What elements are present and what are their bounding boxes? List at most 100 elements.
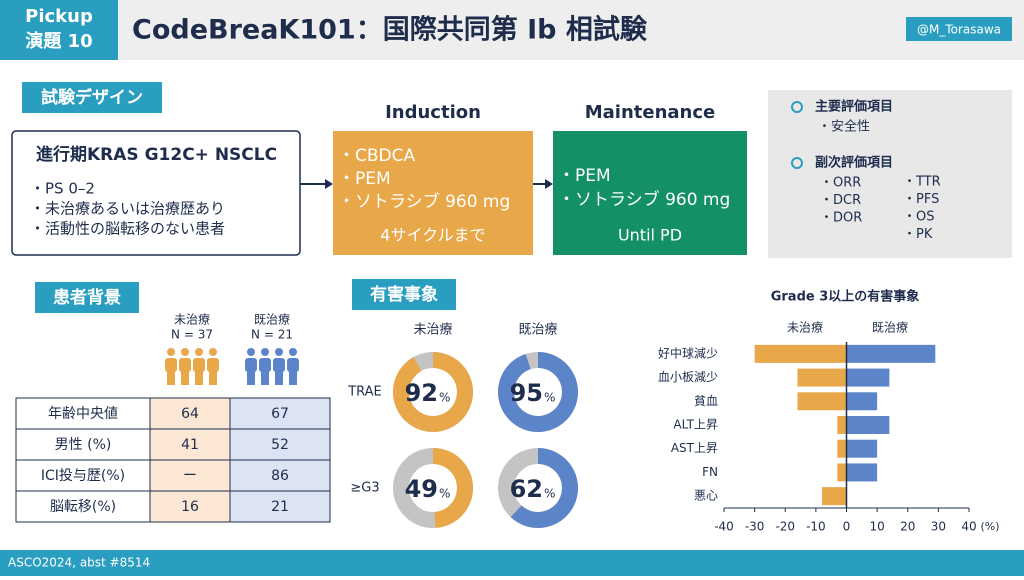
person-icon	[209, 371, 217, 385]
population-item: ・未治療あるいは治療歴あり	[30, 200, 225, 218]
person-icon	[247, 371, 255, 385]
person-icon	[193, 358, 205, 372]
person-icon	[181, 348, 189, 356]
person-icon	[195, 371, 203, 385]
donut-value: 92	[405, 379, 438, 407]
phase-heading: Induction	[385, 102, 481, 123]
legend-label: 未治療	[787, 321, 823, 335]
table-text: 52	[271, 437, 289, 453]
section-label-box	[22, 82, 162, 113]
group-n: N = 37	[171, 328, 213, 342]
person-icon	[245, 358, 257, 372]
regimen-item: ・ソトラシブ 960 mg	[338, 191, 510, 212]
section-label-box	[35, 282, 139, 313]
endpoint-heading: 主要評価項目	[815, 99, 893, 115]
bar	[846, 392, 878, 411]
table-text: 年齢中央値	[48, 406, 118, 422]
bulb-icon	[791, 157, 803, 169]
bar	[837, 416, 847, 434]
population-item: ・活動性の脳転移のない患者	[30, 220, 225, 238]
chart-title: Grade 3以上の有害事象	[771, 289, 920, 305]
regimen-item: ・PEM	[558, 166, 611, 186]
legend-label: 既治療	[872, 321, 908, 335]
section-label: 有害事象	[370, 284, 438, 305]
bar	[846, 463, 878, 482]
x-tick-label: 10	[869, 520, 884, 534]
donut-unit: %	[544, 487, 555, 501]
person-icon	[181, 371, 189, 385]
group-name: 既治療	[518, 323, 557, 338]
regimen-item: ・CBDCA	[338, 146, 415, 166]
table-cell	[15, 428, 151, 461]
table-cell	[149, 428, 231, 461]
population-title: 進行期KRAS G12C+ NSCLC	[36, 144, 277, 165]
bar	[837, 439, 847, 458]
person-icon	[209, 348, 217, 356]
endpoint-item: ・TTR	[903, 175, 941, 190]
maintenance-box	[553, 131, 747, 255]
bar	[797, 392, 847, 411]
endpoint-heading: 副次評価項目	[815, 155, 893, 171]
induction-box	[333, 131, 533, 255]
table-text: 67	[271, 406, 289, 422]
person-icon	[275, 348, 283, 356]
person-icon	[287, 358, 299, 372]
person-icon	[247, 348, 255, 356]
person-icon	[179, 358, 191, 372]
donut-unit: %	[439, 487, 450, 501]
person-icon	[289, 348, 297, 356]
section-label: 患者背景	[53, 287, 121, 308]
x-tick-label: 0	[843, 520, 851, 534]
x-tick-label: -40	[714, 520, 734, 534]
donut-arc	[432, 448, 473, 528]
table-text: 86	[271, 468, 289, 484]
table-cell	[149, 490, 231, 523]
donut-arc	[393, 352, 473, 432]
endpoint-item: ・DCR	[820, 193, 861, 208]
table-cell	[149, 459, 231, 492]
x-tick-label: -20	[775, 520, 795, 534]
group-name: 未治療	[413, 323, 452, 338]
bar	[822, 487, 847, 506]
section-label: 試験デザイン	[41, 87, 143, 108]
x-tick-label: -30	[745, 520, 765, 534]
endpoint-item: ・PK	[903, 227, 933, 242]
pickup: Pickup	[25, 6, 93, 27]
table-text: 脳転移(%)	[50, 499, 116, 515]
person-icon	[275, 371, 283, 385]
table-cell	[149, 397, 231, 430]
handle-box	[906, 17, 1012, 41]
table-text: ICI投与歴(%)	[41, 468, 125, 484]
person-icon	[165, 358, 177, 372]
endpoints-box	[768, 90, 1012, 258]
row-label: TRAE	[347, 385, 382, 400]
x-tick-label: 20	[900, 520, 915, 534]
row-label: ≥G3	[350, 481, 379, 496]
person-icon	[207, 358, 219, 372]
category-label: ALT上昇	[673, 418, 718, 432]
bar	[846, 344, 936, 363]
person-icon	[167, 348, 175, 356]
regimen-item: ・PEM	[338, 169, 391, 189]
footer-bar	[0, 550, 1024, 576]
table-cell	[15, 459, 151, 492]
duration: 4サイクルまで	[380, 226, 485, 245]
regimen-item: ・ソトラシブ 960 mg	[558, 189, 730, 210]
category-label: 好中球減少	[658, 345, 718, 360]
endpoint-item: ・PFS	[903, 192, 939, 207]
table-text: 16	[181, 499, 199, 515]
endpoint-item: ・安全性	[818, 119, 870, 135]
x-tick-label: 40	[961, 520, 976, 534]
population-item: ・PS 0–2	[30, 180, 95, 198]
group-name: 未治療	[174, 313, 210, 327]
table-text: 64	[181, 406, 199, 422]
category-label: FN	[702, 465, 718, 479]
person-icon	[261, 348, 269, 356]
slide-title: CodeBreaK101：国際共同第 Ib 相試験	[132, 14, 648, 46]
population-box	[11, 130, 301, 256]
bar	[797, 368, 847, 387]
category-label: 血小板減少	[658, 369, 718, 384]
group-name: 既治療	[254, 313, 290, 327]
bar	[754, 344, 847, 363]
